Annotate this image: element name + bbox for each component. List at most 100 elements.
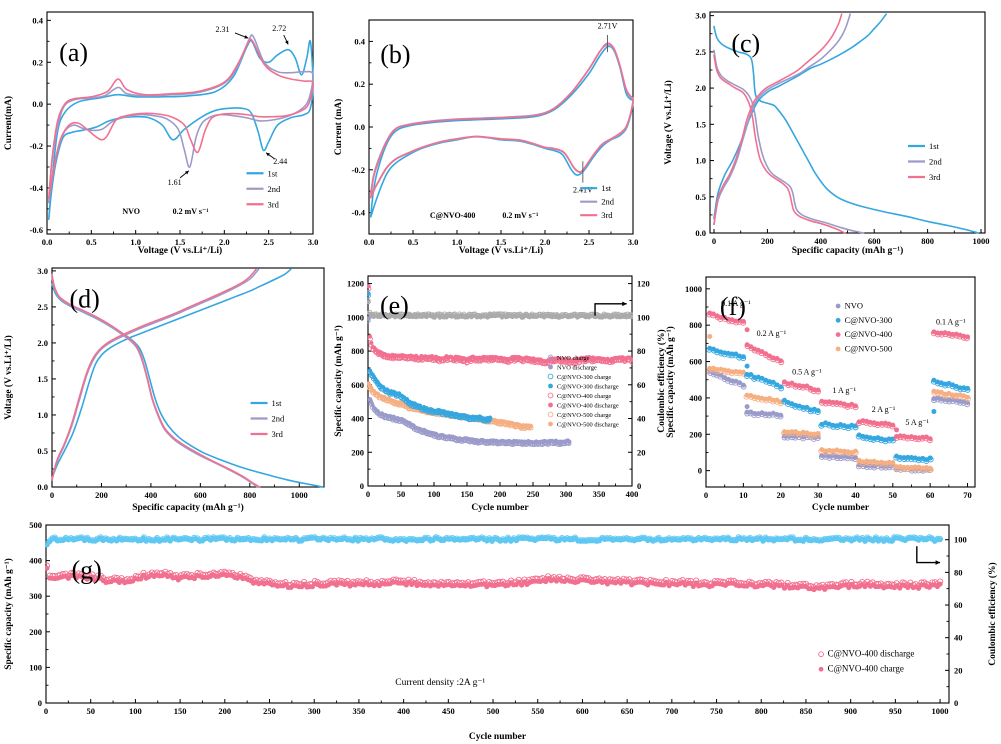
svg-text:100: 100 xyxy=(428,489,441,499)
b-legend-label: 1st xyxy=(601,183,612,193)
svg-text:200: 200 xyxy=(218,706,231,716)
b-series-1st xyxy=(369,45,634,218)
svg-text:3.0: 3.0 xyxy=(37,266,48,276)
f-text: 0.1 A g⁻¹ xyxy=(936,317,966,326)
svg-text:80: 80 xyxy=(954,567,963,577)
svg-text:600: 600 xyxy=(351,380,364,390)
b-series-3rd xyxy=(369,42,634,199)
e-ylabel: Specific capacity (mAh g⁻¹) xyxy=(333,325,344,437)
f-panel-letter: (f) xyxy=(720,292,746,321)
svg-text:600: 600 xyxy=(194,490,207,500)
panel-g-long-term-cycling: 0 50 100 150 200 250 300 350 400 450 500 550 600 650 7… xyxy=(0,515,1001,744)
svg-text:0: 0 xyxy=(954,698,958,708)
svg-text:400: 400 xyxy=(689,393,702,403)
d-legend: 1st 2nd 3rd xyxy=(250,398,285,439)
g-legend-label: C@NVO-400 charge xyxy=(828,664,904,674)
svg-text:40: 40 xyxy=(851,490,860,500)
svg-text:0: 0 xyxy=(360,481,364,491)
svg-text:300: 300 xyxy=(308,706,321,716)
d-legend-label: 3rd xyxy=(272,429,284,439)
b-text: 0.2 mV s⁻¹ xyxy=(502,211,539,220)
a-series-2nd xyxy=(47,34,314,204)
a-series-3rd xyxy=(47,38,314,200)
d-axes: 0 200 400 600 800 1000 3.0 2.5 2.0 1.5 1.0 0.5 0.0 Sp… xyxy=(3,266,325,513)
b-legend-label: 2nd xyxy=(601,197,615,207)
f-axes: 0 10 20 30 40 50 60 70 0 200 400 600 800 1000 Cycle nu… xyxy=(665,276,976,513)
svg-text:20: 20 xyxy=(637,447,646,457)
svg-text:850: 850 xyxy=(800,706,813,716)
e-legend: NVO charge NVO discharge C@NVO-300 charge C… xyxy=(547,354,619,429)
a-annotation: 2.31 xyxy=(216,25,230,34)
svg-text:600: 600 xyxy=(689,357,702,367)
svg-text:20: 20 xyxy=(776,490,785,500)
svg-text:1.5: 1.5 xyxy=(37,374,48,384)
f-legend-label: C@NVO-500 xyxy=(845,343,893,353)
d-xlabel: Specific capacity (mAh g⁻¹) xyxy=(132,502,244,513)
c-legend-label: 3rd xyxy=(929,172,941,182)
svg-text:200: 200 xyxy=(29,627,42,637)
d-ylabel: Voltage (V vs.Li⁺/Li) xyxy=(3,335,14,419)
svg-text:400: 400 xyxy=(351,414,364,424)
svg-text:2.5: 2.5 xyxy=(37,302,48,312)
svg-text:2.0: 2.0 xyxy=(695,83,706,93)
svg-text:800: 800 xyxy=(689,320,702,330)
b-legend: 1st 2nd 3rd xyxy=(580,183,615,220)
a-axes: 0.0 0.5 1.0 1.5 2.0 2.5 3.0 0.4 0.2 0.0 -0.2 -0.4 -0… xyxy=(3,11,318,256)
svg-text:200: 200 xyxy=(494,489,507,499)
c-series-3rd-discharge xyxy=(713,54,846,234)
a-legend-label: 2nd xyxy=(268,184,282,194)
svg-text:800: 800 xyxy=(755,706,768,716)
e-series-cnvo500 xyxy=(367,381,534,432)
svg-text:200: 200 xyxy=(351,447,364,457)
svg-text:0.0: 0.0 xyxy=(42,237,53,247)
a-text: 0.2 mV s⁻¹ xyxy=(173,207,210,216)
svg-text:200: 200 xyxy=(761,236,774,246)
svg-text:60: 60 xyxy=(637,380,646,390)
svg-text:1.5: 1.5 xyxy=(496,237,507,247)
a-annotation: 1.61 xyxy=(168,178,182,187)
d-series-3rd-discharge xyxy=(51,273,261,488)
e-xlabel: Cycle number xyxy=(471,503,529,513)
svg-text:100: 100 xyxy=(129,706,142,716)
g-legend-label: C@NVO-400 discharge xyxy=(828,649,915,659)
svg-text:350: 350 xyxy=(593,489,606,499)
f-xlabel: Cycle number xyxy=(812,503,870,513)
f-text: 1 A g⁻¹ xyxy=(832,386,856,395)
f-ylabel: Specific capacity (mAh g⁻¹) xyxy=(665,326,676,438)
panel-a-cv-nvo: 0.0 0.5 1.0 1.5 2.0 2.5 3.0 0.4 0.2 0.0 -0.2 -0.4 -0… xyxy=(0,0,330,258)
svg-text:400: 400 xyxy=(626,489,639,499)
c-axes: 0 200 400 600 800 1000 3.0 2.5 2.0 1.5 1.0 0.5 0.0 Sp… xyxy=(663,11,989,256)
f-text: 0.5 A g⁻¹ xyxy=(792,367,822,376)
c-xlabel: Specific capacity (mAh g⁻¹) xyxy=(792,245,904,256)
c-series-1st-charge xyxy=(713,13,888,220)
svg-text:0: 0 xyxy=(704,490,708,500)
svg-text:2.0: 2.0 xyxy=(219,237,230,247)
svg-text:600: 600 xyxy=(576,706,589,716)
g-series-coulombic-efficiency xyxy=(45,534,944,548)
e-series-coulombic-efficiency xyxy=(367,298,633,320)
svg-text:20: 20 xyxy=(954,665,963,675)
svg-text:3.0: 3.0 xyxy=(695,11,706,21)
a-series-group xyxy=(47,34,314,221)
b-xlabel: Voltage (V vs.Li⁺/Li) xyxy=(459,245,543,256)
g-xlabel: Cycle number xyxy=(469,732,527,742)
svg-text:2.5: 2.5 xyxy=(584,237,595,247)
svg-text:150: 150 xyxy=(461,489,474,499)
svg-text:950: 950 xyxy=(889,706,902,716)
chart-a-cv-nvo: 0.0 0.5 1.0 1.5 2.0 2.5 3.0 0.4 0.2 0.0 -0.2 -0.4 -0… xyxy=(3,11,318,256)
e-series-nvo xyxy=(367,316,572,448)
e-legend-label: C@NVO-500 charge xyxy=(557,412,611,419)
svg-text:400: 400 xyxy=(397,706,410,716)
e-series-group xyxy=(367,284,633,448)
panel-c-voltage-profiles-nvo: 0 200 400 600 800 1000 3.0 2.5 2.0 1.5 1.0 0.5 0.0 Sp… xyxy=(660,0,1001,258)
d-series-1st-charge xyxy=(51,268,292,480)
svg-text:1.0: 1.0 xyxy=(695,156,706,166)
c-series-1st-discharge xyxy=(713,25,980,234)
svg-text:0: 0 xyxy=(698,466,702,476)
svg-text:1000: 1000 xyxy=(291,490,308,500)
svg-text:0.5: 0.5 xyxy=(37,446,48,456)
c-series-group xyxy=(713,13,980,234)
f-series-group xyxy=(706,310,971,474)
svg-text:-0.4: -0.4 xyxy=(352,208,366,218)
e-legend-label: C@NVO-500 discharge xyxy=(557,422,619,429)
